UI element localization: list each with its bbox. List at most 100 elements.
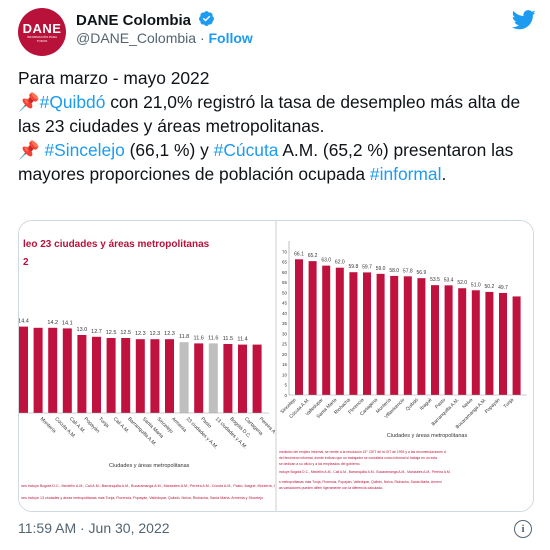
tick-label: Quibdó [405,397,420,412]
bar [458,288,467,395]
bar [376,273,385,395]
x-axis-label: Ciudades y áreas metropolitanas [109,463,190,469]
footnote: del fenómeno informal, donde indican que… [279,456,437,460]
y-tick-label: 35 [282,321,288,326]
avatar[interactable]: DANE INFORMACIÓN PARA TODOS [18,8,66,56]
y-tick-label: 30 [282,331,288,336]
chart-subtitle: 2 [23,257,29,268]
bar [390,275,399,395]
y-tick-label: 25 [282,342,288,347]
hashtag-informal-link[interactable]: #informal [369,164,442,184]
tweet-text-3: A.M. (65,2 %) presentaron las mayores pr… [18,140,514,184]
y-tick-label: 20 [282,352,288,357]
bar [417,278,426,395]
data-label: 12.7 [91,329,102,335]
hashtag-quibdo-link[interactable]: #Quibdó [39,92,106,112]
account-name-row[interactable]: DANE Colombia [76,10,215,31]
bar [349,272,358,395]
handle-line: @DANE_Colombia · Follow [76,30,253,46]
data-label: 14.2 [47,320,58,326]
data-label: 57.8 [403,268,413,274]
tweet-header: DANE INFORMACIÓN PARA TODOS DANE Colombi… [18,8,538,56]
data-label: 52.0 [457,280,467,286]
footnote: nes incluye Bogotá D.C., Medellín A.M., … [21,484,275,488]
hashtag-cucuta-link[interactable]: #Cúcuta [213,140,279,160]
bar [19,326,28,413]
bar [33,327,43,413]
bar [194,343,204,413]
bar [77,335,87,413]
info-icon[interactable]: i [514,520,532,538]
data-label: 53.5 [430,277,440,283]
bar [363,272,371,395]
bar [121,338,131,413]
footnote: as variaciones pueden diferir ligerament… [279,486,383,490]
tweet-timestamp[interactable]: 11:59 AM · Jun 30, 2022 [18,520,170,536]
bar [238,344,247,413]
data-label: 56.9 [417,270,427,276]
account-handle[interactable]: @DANE_Colombia [76,30,197,46]
data-label: 11.6 [194,335,204,341]
chart-image-right[interactable]: 70 65 60 55 50 45 40 35 30 25 20 15 10 5 0 66.1 Sincelej… [277,221,533,511]
data-label: 11.4 [237,337,247,343]
data-label: 59.7 [362,264,372,270]
tick-label: Ibagué [419,397,434,412]
tweet-text-1: con 21,0% registró la tasa de desempleo … [18,92,521,136]
y-tick-label: 70 [282,249,288,254]
y-tick-label: 65 [282,260,288,265]
bar [208,343,218,413]
tweet-line-1: Para marzo - mayo 2022 [18,68,210,88]
bar [179,342,189,413]
tweet-text-2: (66,1 %) y [124,140,214,160]
unemployment-chart: leo 23 ciudades y áreas metropolitanas 2 1… [19,239,314,500]
bar [403,276,412,395]
bar [252,344,262,413]
footnote: medición del empleo informal, se remite … [279,450,446,454]
footnote: se dedican a su oficio y a los empleados… [279,462,360,466]
bar [444,285,453,395]
pushpin-icon: 📌 [18,140,40,160]
footnote: incluye Bogotá D.C., Medellín A.M., Cali… [279,470,451,474]
follow-button[interactable]: Follow [208,30,253,46]
y-tick-label: 10 [282,372,288,377]
bar [322,265,331,395]
bar [135,339,145,413]
avatar-logo-text: DANE [22,20,62,36]
bar [62,328,72,413]
y-tick-label: 45 [282,301,288,306]
data-label: 12.3 [150,331,161,337]
separator-dot: · [199,30,205,46]
data-label: 13.0 [77,327,88,333]
y-tick-label: 0 [284,393,287,398]
data-label: 12.3 [164,331,175,337]
data-label: 11.5 [223,336,233,342]
tweet-media[interactable]: leo 23 ciudades y áreas metropolitanas 2 1… [18,220,534,512]
data-label: 53.4 [444,277,454,283]
data-label: 14.4 [19,319,29,325]
hashtag-sincelejo-link[interactable]: #Sincelejo [44,140,125,160]
chart-title: leo 23 ciudades y áreas metropolitanas [23,239,210,250]
bar [308,261,317,395]
tweet-text: Para marzo - mayo 2022 📌 #Quibdó con 21,0… [18,66,533,186]
data-label: 11.8 [179,334,189,340]
account-name[interactable]: DANE Colombia [76,12,192,29]
y-tick-label: 50 [282,290,288,295]
bar [92,336,101,413]
bar [150,339,160,413]
data-label: 62.0 [335,260,345,266]
footnote: s metropolitanas más Tunja, Florencia, P… [279,480,442,484]
bar [106,338,116,413]
data-label: 12.5 [120,330,131,336]
twitter-bird-icon[interactable] [511,10,536,35]
bar [295,259,303,395]
bar [499,292,507,395]
y-tick-label: 55 [282,280,288,285]
tick-label: Popayán [484,397,502,415]
data-label: 11.6 [208,335,218,341]
tick-label: Tunja [502,397,515,410]
avatar-logo-subtext: INFORMACIÓN PARA TODOS [26,34,58,43]
chart-image-left[interactable]: leo 23 ciudades y áreas metropolitanas 2 1… [19,221,314,511]
data-label: 50.2 [485,284,495,290]
bar [512,296,521,395]
